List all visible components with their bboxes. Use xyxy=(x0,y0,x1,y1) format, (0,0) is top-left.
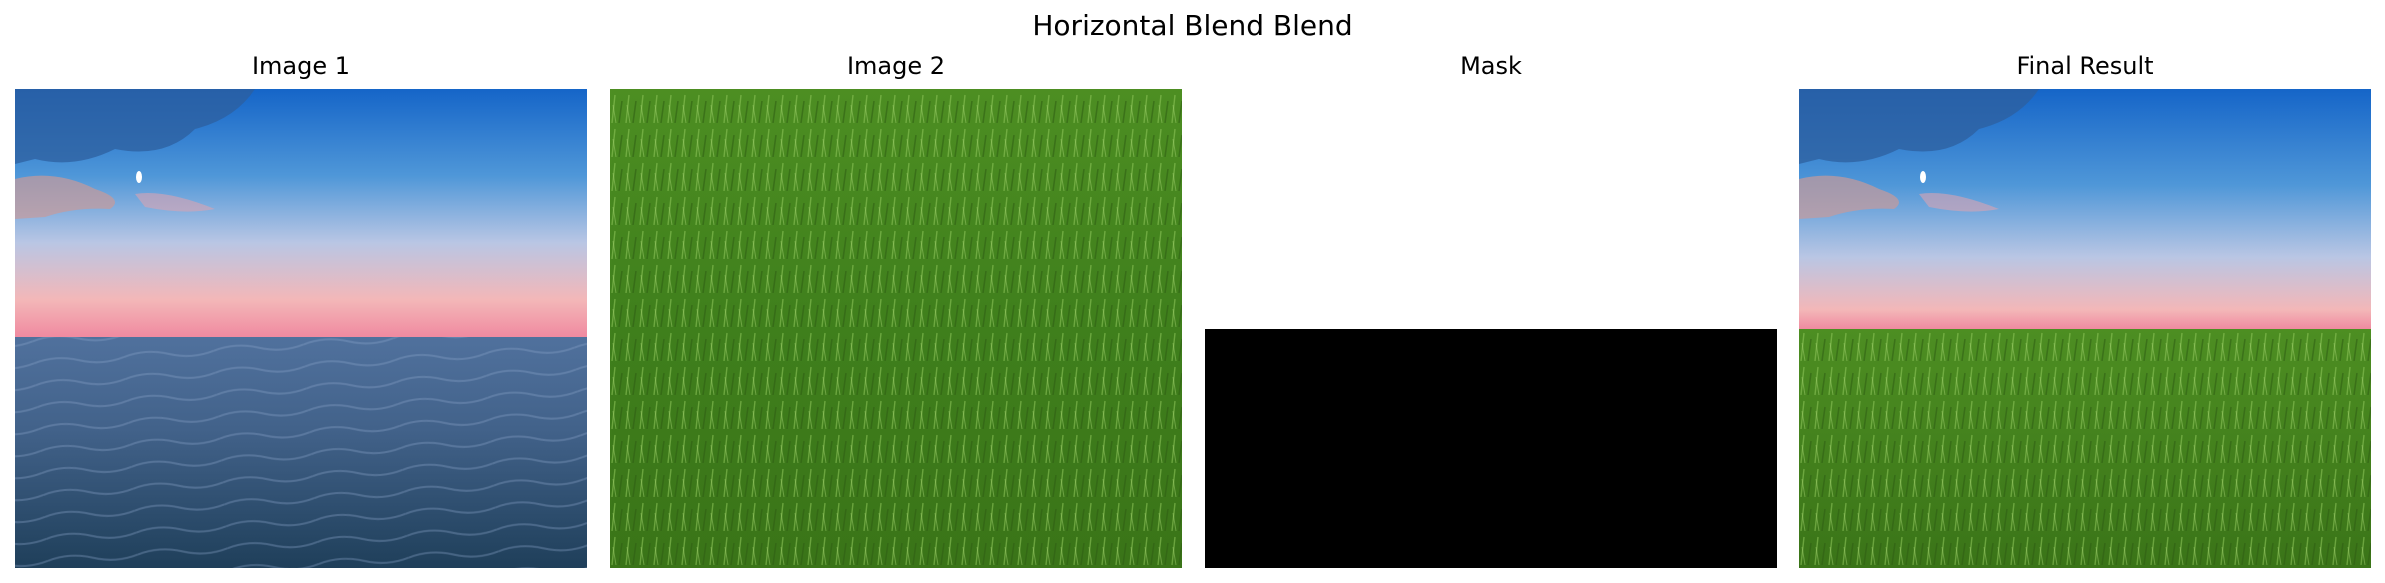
mask-white-region xyxy=(1205,89,1777,329)
image-1-sky-sea xyxy=(15,89,587,568)
panel-title-image-2: Image 2 xyxy=(846,52,946,80)
panel-title-mask: Mask xyxy=(1460,52,1522,80)
mask-image xyxy=(1205,89,1777,568)
mask-black-region xyxy=(1205,329,1777,568)
final-result-image xyxy=(1799,89,2371,568)
figure-title: Horizontal Blend Blend xyxy=(1032,9,1353,42)
panel-title-final-result: Final Result xyxy=(2016,52,2154,80)
panel-title-image-1: Image 1 xyxy=(251,52,351,80)
image-2-grass xyxy=(610,89,1182,568)
